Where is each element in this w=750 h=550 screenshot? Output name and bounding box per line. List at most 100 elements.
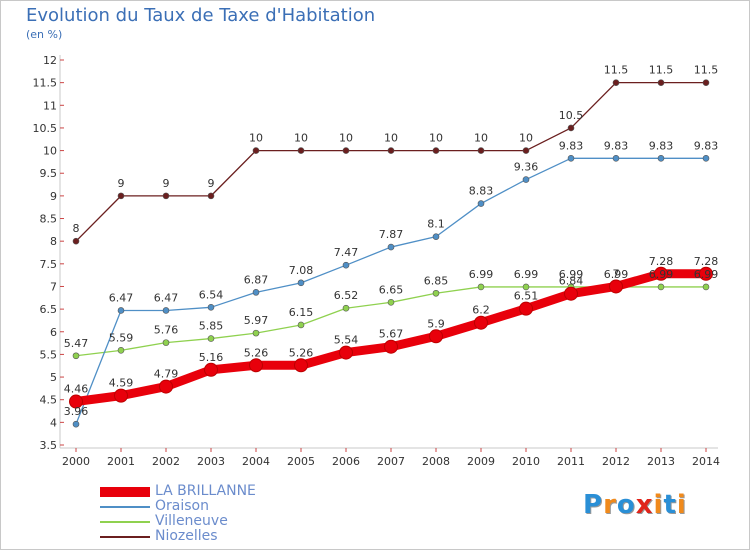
y-tick-label: 4.5 xyxy=(40,394,58,407)
data-label-la-brillanne: 6.84 xyxy=(559,275,584,288)
data-label-niozelles: 8 xyxy=(73,222,80,235)
data-label-niozelles: 10 xyxy=(294,132,308,145)
y-tick-label: 8 xyxy=(50,235,57,248)
legend-item-villeneuve: Villeneuve xyxy=(100,514,256,529)
data-point-villeneuve xyxy=(342,304,350,312)
data-label-oraison: 9.83 xyxy=(649,139,674,152)
data-point-villeneuve xyxy=(432,289,440,297)
data-point-niozelles xyxy=(657,79,665,86)
y-tick-label: 4 xyxy=(50,416,57,429)
y-tick-label: 7 xyxy=(50,280,57,293)
data-label-la-brillanne: 5.26 xyxy=(244,346,269,359)
y-tick-label: 8.5 xyxy=(40,213,58,226)
data-label-la-brillanne: 6.2 xyxy=(472,304,490,317)
data-point-villeneuve xyxy=(72,352,80,360)
data-label-villeneuve: 6.99 xyxy=(514,268,539,281)
legend-swatch-villeneuve xyxy=(100,520,150,523)
data-point-niozelles xyxy=(252,147,260,154)
data-label-niozelles: 10 xyxy=(474,132,488,145)
x-tick-label: 2002 xyxy=(152,455,180,468)
data-label-villeneuve: 6.99 xyxy=(604,268,629,281)
data-point-niozelles xyxy=(612,79,620,86)
x-tick-label: 2006 xyxy=(332,455,360,468)
series-line-niozelles xyxy=(75,81,707,242)
logo-letter: r xyxy=(603,490,617,520)
data-label-niozelles: 11.5 xyxy=(694,64,719,77)
legend-label: Villeneuve xyxy=(155,513,228,529)
data-point-la-brillanne xyxy=(654,266,668,281)
data-point-niozelles xyxy=(477,147,485,154)
x-tick-label: 2012 xyxy=(602,455,630,468)
data-point-la-brillanne xyxy=(429,329,443,344)
legend-item-la-brillanne: LA BRILLANNE xyxy=(100,484,256,499)
data-label-villeneuve: 5.85 xyxy=(199,320,224,333)
data-label-la-brillanne: 7.28 xyxy=(694,255,719,268)
data-label-oraison: 8.1 xyxy=(427,218,445,231)
logo-letter: P xyxy=(583,490,604,520)
data-point-oraison xyxy=(702,154,710,162)
data-point-niozelles xyxy=(117,192,125,200)
data-label-niozelles: 10 xyxy=(429,132,443,145)
logo-letter: x xyxy=(635,490,654,520)
y-tick-label: 9.5 xyxy=(40,167,58,180)
data-label-oraison: 7.08 xyxy=(289,264,314,277)
data-point-la-brillanne xyxy=(519,301,533,316)
x-tick-label: 2000 xyxy=(62,455,90,468)
data-point-villeneuve xyxy=(252,329,260,337)
y-tick-label: 11 xyxy=(43,99,57,112)
data-label-la-brillanne: 4.46 xyxy=(64,383,89,396)
y-tick-label: 5.5 xyxy=(40,348,58,361)
legend: LA BRILLANNE Oraison Villeneuve Niozelle… xyxy=(100,484,256,544)
legend-swatch-oraison xyxy=(100,505,150,508)
data-label-villeneuve: 6.99 xyxy=(469,268,494,281)
data-point-niozelles xyxy=(567,124,575,132)
data-label-villeneuve: 6.85 xyxy=(424,274,449,287)
data-point-villeneuve xyxy=(207,335,215,342)
data-point-oraison xyxy=(612,154,620,162)
data-point-niozelles xyxy=(702,79,710,86)
x-tick-label: 2005 xyxy=(287,455,315,468)
legend-swatch-niozelles xyxy=(100,535,150,538)
data-point-la-brillanne xyxy=(384,339,398,354)
data-point-villeneuve xyxy=(162,339,170,346)
data-point-la-brillanne xyxy=(69,394,83,409)
data-point-la-brillanne xyxy=(249,358,263,373)
data-point-oraison xyxy=(207,304,215,311)
x-tick-label: 2009 xyxy=(467,455,495,468)
x-tick-label: 2001 xyxy=(107,455,135,468)
data-label-la-brillanne: 5.67 xyxy=(379,328,404,341)
chart-title: Evolution du Taux de Taxe d'Habitation xyxy=(26,5,376,26)
data-point-villeneuve xyxy=(387,299,395,306)
y-tick-label: 6.5 xyxy=(40,303,58,316)
data-label-oraison: 6.87 xyxy=(244,273,269,286)
data-label-oraison: 7.47 xyxy=(334,246,359,259)
data-point-oraison xyxy=(252,289,260,296)
data-point-niozelles xyxy=(342,147,350,154)
legend-label: Niozelles xyxy=(155,528,218,544)
data-point-oraison xyxy=(387,243,395,251)
data-label-villeneuve: 6.52 xyxy=(334,289,359,302)
data-point-niozelles xyxy=(207,192,215,200)
logo-letter: t xyxy=(663,490,677,520)
x-tick-label: 2008 xyxy=(422,455,450,468)
y-tick-label: 7.5 xyxy=(40,258,58,271)
data-label-villeneuve: 6.65 xyxy=(379,283,404,296)
data-label-oraison: 9.36 xyxy=(514,161,539,174)
legend-swatch-la-brillanne xyxy=(100,486,150,497)
data-point-la-brillanne xyxy=(564,286,578,301)
legend-label: Oraison xyxy=(155,498,209,514)
data-label-oraison: 9.83 xyxy=(559,139,584,152)
data-label-oraison: 6.54 xyxy=(199,288,224,301)
data-point-oraison xyxy=(567,154,575,162)
data-point-villeneuve xyxy=(657,283,665,291)
data-point-la-brillanne xyxy=(609,279,623,294)
data-point-la-brillanne xyxy=(339,345,353,360)
data-point-villeneuve xyxy=(297,321,305,329)
data-label-villeneuve: 5.59 xyxy=(109,331,134,344)
y-tick-label: 10 xyxy=(43,145,57,158)
data-label-la-brillanne: 4.59 xyxy=(109,377,134,390)
data-point-villeneuve xyxy=(522,283,530,291)
x-tick-label: 2003 xyxy=(197,455,225,468)
x-tick-label: 2004 xyxy=(242,455,270,468)
